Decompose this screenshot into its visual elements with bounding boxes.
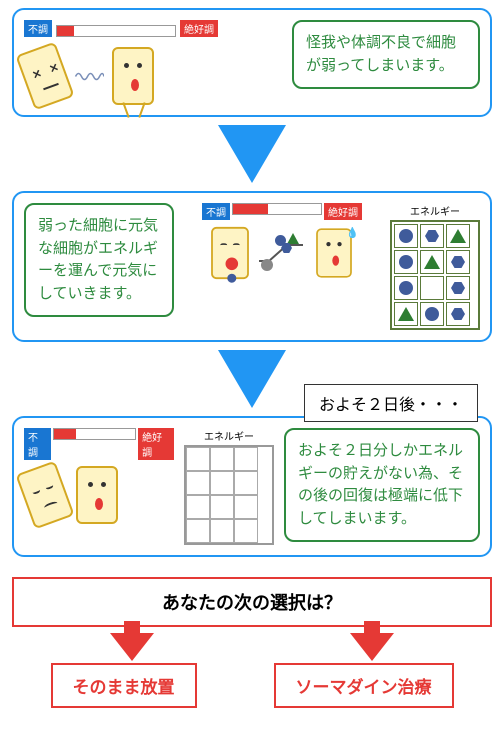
wheelbarrow-icon bbox=[257, 233, 307, 273]
panel-2-text: 弱った細胞に元気な細胞がエネルギーを運んで元気にしていきます。 bbox=[24, 203, 174, 317]
spring-icon bbox=[74, 69, 104, 84]
panel-1: 不調 絶好調 × × bbox=[12, 8, 492, 117]
health-gauge-3 bbox=[53, 428, 137, 440]
energy-grid-full bbox=[390, 220, 480, 330]
health-gauge-2 bbox=[232, 203, 322, 215]
panel-2: 弱った細胞に元気な細胞がエネルギーを運んで元気にしていきます。 不調 絶好調 bbox=[12, 191, 492, 342]
energy-label-2: エネルギー bbox=[390, 203, 480, 218]
healthy-cell-icon bbox=[112, 47, 154, 105]
choice-right[interactable]: ソーマダイン治療 bbox=[274, 663, 454, 708]
flow-arrow-2 bbox=[218, 350, 286, 408]
time-note-box: およそ２日後・・・ bbox=[304, 384, 478, 422]
worried-cell-icon bbox=[76, 466, 118, 524]
recovering-cell-icon bbox=[211, 227, 249, 279]
weak-cell-icon: × × bbox=[15, 42, 74, 111]
choice-arrow-right bbox=[350, 633, 394, 661]
energy-label-3: エネルギー bbox=[184, 428, 274, 443]
health-gauge-1 bbox=[56, 25, 176, 37]
panel-3: およそ２日後・・・ 不調 絶好調 bbox=[12, 416, 492, 557]
gauge-high-label-2: 絶好調 bbox=[324, 203, 362, 220]
gauge-low-label-3: 不調 bbox=[24, 428, 51, 460]
sad-cell-icon bbox=[15, 461, 74, 530]
gauge-high-label: 絶好調 bbox=[180, 20, 218, 37]
gauge-low-label: 不調 bbox=[24, 20, 52, 37]
helper-cell-icon: 💧 bbox=[316, 228, 352, 277]
energy-grid-empty bbox=[184, 445, 274, 545]
choice-question: あなたの次の選択は？ bbox=[12, 577, 492, 627]
choice-arrow-left bbox=[110, 633, 154, 661]
flow-arrow-1 bbox=[218, 125, 286, 183]
gauge-low-label-2: 不調 bbox=[202, 203, 230, 220]
panel-1-text: 怪我や体調不良で細胞が弱ってしまいます。 bbox=[292, 20, 480, 89]
gauge-high-label-3: 絶好調 bbox=[138, 428, 174, 460]
panel-3-text: およそ２日分しかエネルギーの貯えがない為、その後の回復は極端に低下してしまいます… bbox=[284, 428, 480, 542]
choice-left[interactable]: そのまま放置 bbox=[51, 663, 197, 708]
